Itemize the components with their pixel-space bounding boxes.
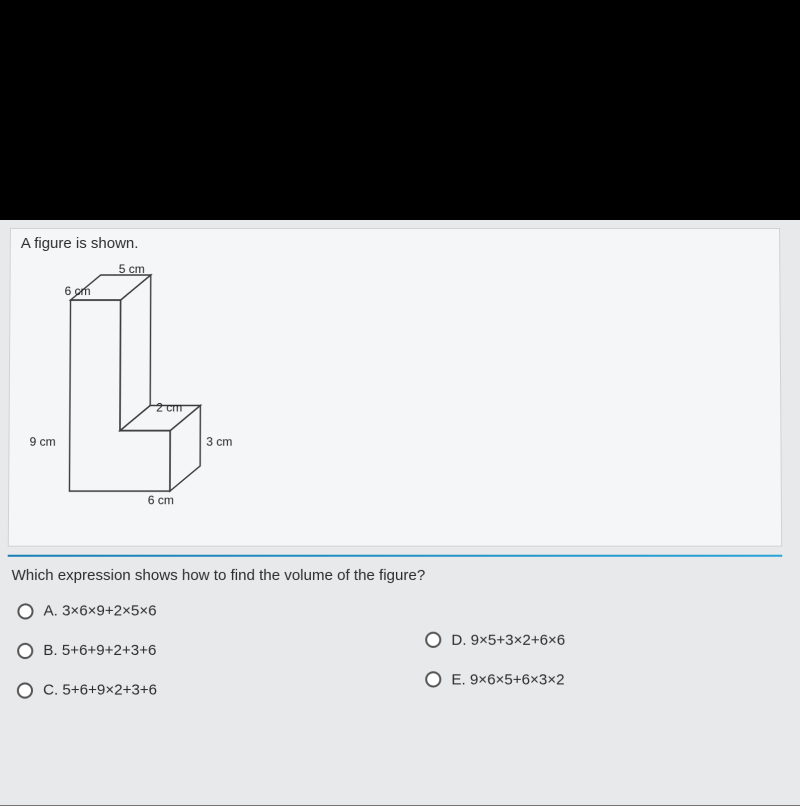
figure-svg — [29, 260, 291, 521]
option-b[interactable]: B. 5+6+9+2+3+6 — [17, 642, 365, 659]
section-divider — [8, 555, 783, 557]
dim-step-depth: 2 cm — [156, 400, 182, 414]
dim-depth: 6 cm — [65, 284, 91, 298]
dim-top: 5 cm — [119, 262, 145, 276]
question-text: Which expression shows how to find the v… — [12, 567, 783, 584]
option-a-label: A. 3×6×9+2×5×6 — [44, 602, 157, 619]
options-grid: A. 3×6×9+2×5×6 D. 9×5+3×2+6×6 B. 5+6+9+2… — [17, 602, 773, 698]
option-d[interactable]: D. 9×5+3×2+6×6 — [425, 631, 773, 648]
prompt-text: A figure is shown. — [21, 235, 769, 252]
option-e-label: E. 9×6×5+6×3×2 — [451, 671, 564, 688]
radio-icon — [17, 682, 33, 698]
worksheet-surface: A figure is shown. 5 cm 6 cm 2 cm 9 cm 3… — [0, 220, 800, 806]
dim-left-h: 9 cm — [30, 435, 56, 449]
radio-icon — [17, 642, 33, 658]
option-b-label: B. 5+6+9+2+3+6 — [43, 642, 156, 659]
radio-icon — [17, 603, 33, 619]
option-c[interactable]: C. 5+6+9×2+3+6 — [17, 681, 365, 698]
dim-step-h: 3 cm — [206, 435, 232, 449]
option-a[interactable]: A. 3×6×9+2×5×6 — [17, 602, 364, 619]
radio-icon — [425, 671, 441, 687]
figure-area: 5 cm 6 cm 2 cm 9 cm 3 cm 6 cm — [29, 260, 291, 531]
radio-icon — [425, 632, 441, 648]
option-c-label: C. 5+6+9×2+3+6 — [43, 681, 157, 698]
option-d-label: D. 9×5+3×2+6×6 — [451, 631, 565, 648]
dim-base-w: 6 cm — [148, 493, 174, 507]
side-face-2 — [170, 405, 200, 491]
side-face-1 — [120, 275, 151, 431]
figure-card: A figure is shown. 5 cm 6 cm 2 cm 9 cm 3… — [8, 228, 782, 547]
option-e[interactable]: E. 9×6×5+6×3×2 — [425, 671, 773, 688]
